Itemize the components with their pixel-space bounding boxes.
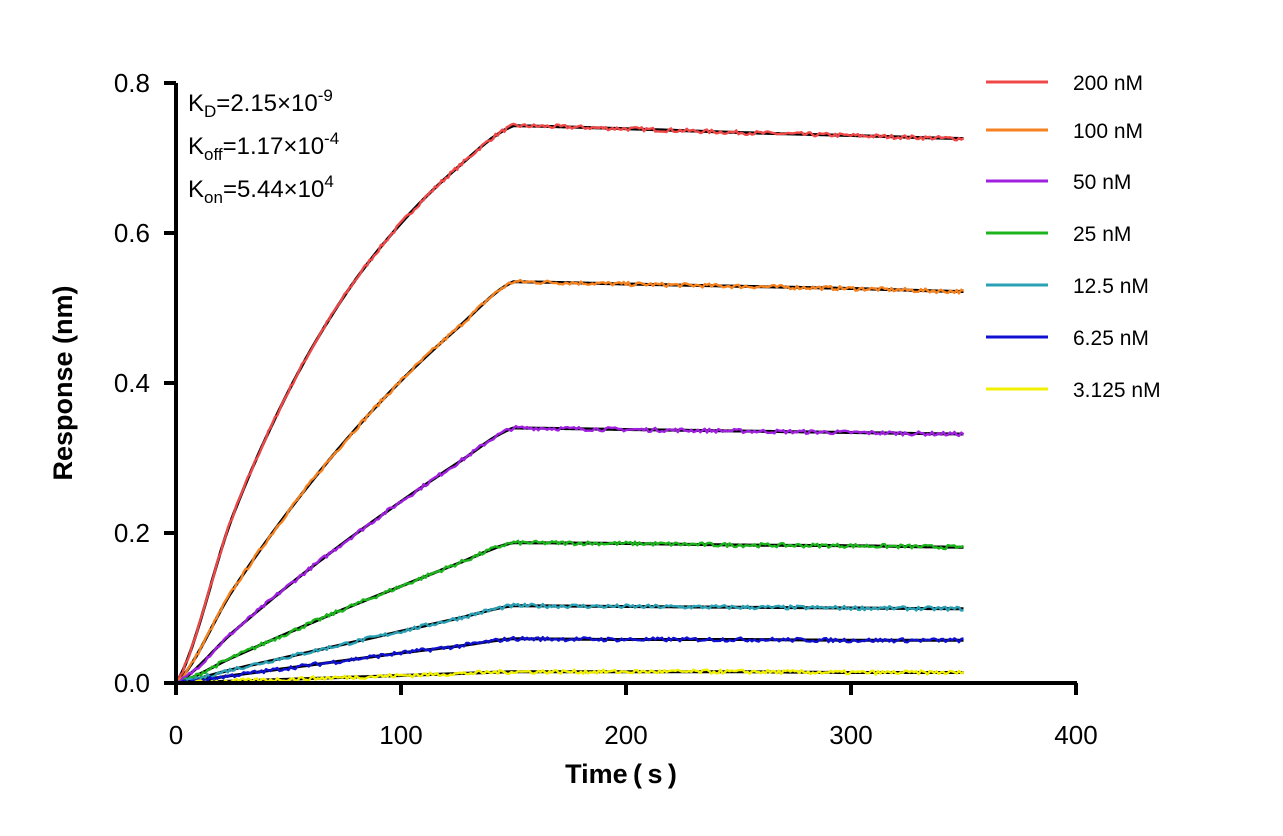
legend-item: 200 nM xyxy=(986,72,1143,95)
y-tick-label: 0.0 xyxy=(114,668,150,698)
fit-curves xyxy=(174,124,964,685)
legend-item: 3.125 nM xyxy=(986,379,1161,402)
x-ticks: 0 100 200 300 400 xyxy=(169,683,1098,750)
legend: 200 nM 100 nM 50 nM 25 nM 12.5 nM 6.25 nM 3.12… xyxy=(986,72,1161,402)
series-curve-200-nM xyxy=(174,122,965,684)
series-curve-25-nM xyxy=(175,539,964,685)
x-tick-label: 0 xyxy=(169,720,183,750)
legend-label: 200 nM xyxy=(1073,72,1143,95)
series-curve-6.25-nM xyxy=(175,635,964,685)
x-tick-label: 400 xyxy=(1054,720,1097,750)
legend-item: 6.25 nM xyxy=(986,327,1149,350)
legend-label: 12.5 nM xyxy=(1073,275,1149,298)
y-axis-title: Response (nm) xyxy=(48,285,78,480)
fit-curve-25-nM xyxy=(175,541,964,685)
fit-curve-6.25-nM xyxy=(175,637,964,685)
x-axis-title: Time ( s ) xyxy=(565,759,677,789)
x-tick-label: 300 xyxy=(829,720,872,750)
fit-curve-200-nM xyxy=(174,124,964,684)
data-curves xyxy=(174,122,965,685)
series-curve-100-nM xyxy=(175,278,964,684)
fit-curve-100-nM xyxy=(175,280,964,685)
legend-item: 50 nM xyxy=(986,171,1131,194)
legend-item: 12.5 nM xyxy=(986,275,1149,298)
series-curve-12.5-nM xyxy=(175,602,964,685)
series-curve-50-nM xyxy=(175,424,965,685)
legend-label: 3.125 nM xyxy=(1073,379,1161,402)
kinetic-constants: KD=2.15×10-9 Koff=1.17×10-4 Kon=5.44×104 xyxy=(188,86,339,207)
y-tick-label: 0.6 xyxy=(114,218,150,248)
y-tick-label: 0.2 xyxy=(114,518,150,548)
legend-label: 50 nM xyxy=(1073,171,1131,194)
kd-annotation: KD=2.15×10-9 xyxy=(188,86,333,121)
koff-annotation: Koff=1.17×10-4 xyxy=(188,129,339,164)
fit-curve-50-nM xyxy=(175,426,964,685)
legend-label: 6.25 nM xyxy=(1073,327,1149,350)
y-tick-label: 0.4 xyxy=(114,368,150,398)
legend-item: 100 nM xyxy=(986,120,1143,143)
y-tick-label: 0.8 xyxy=(114,68,150,98)
x-tick-label: 200 xyxy=(604,720,647,750)
legend-item: 25 nM xyxy=(986,223,1131,246)
legend-label: 25 nM xyxy=(1073,223,1131,246)
series-curve-3.125-nM xyxy=(175,668,965,685)
x-tick-label: 100 xyxy=(379,720,422,750)
kon-annotation: Kon=5.44×104 xyxy=(188,172,334,207)
legend-label: 100 nM xyxy=(1073,120,1143,143)
axes xyxy=(174,83,1077,685)
y-ticks: 0.0 0.2 0.4 0.6 0.8 xyxy=(114,68,176,698)
